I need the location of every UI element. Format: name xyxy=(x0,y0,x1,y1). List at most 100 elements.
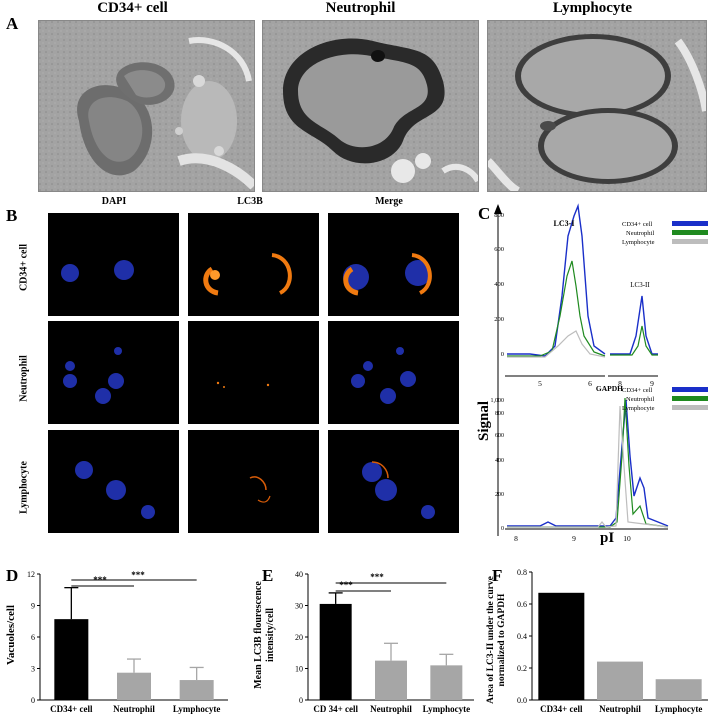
chart-f-bar-0 xyxy=(538,592,585,700)
chart-e-ytick-label-1: 10 xyxy=(295,665,303,674)
lc3-legend-cd34: CD34+ cell xyxy=(622,221,652,228)
gapdh-legend-cd34: CD34+ cell xyxy=(622,387,652,394)
fluor-dapi-neutrophil xyxy=(48,321,179,424)
gapdh-ytick-1000: 1,000 xyxy=(491,398,505,404)
row-label-cd34: CD34+ cell xyxy=(18,243,30,292)
chart-f-ytick-label-4: 0.8 xyxy=(517,568,527,577)
chart-d-sig-2: *** xyxy=(131,570,145,580)
lc3-trace-cd34 xyxy=(507,203,606,357)
chart-e-ylabel-2: intensity/cell xyxy=(265,608,276,662)
chart-e-category-label-1: Neutrophil xyxy=(370,704,412,714)
chart-d-ytick-label-0: 0 xyxy=(31,696,35,705)
chart-e-sig-2: *** xyxy=(370,572,384,582)
chart-f-ytick-label-1: 0.2 xyxy=(517,664,527,673)
chart-e-ytick-label-3: 30 xyxy=(295,602,303,611)
chart-e-bar-0 xyxy=(319,603,352,700)
fluor-dapi-cd34 xyxy=(48,213,179,316)
lc3-i-peak-label: LC3-I xyxy=(554,219,575,228)
gapdh-legend-swatch-lymphocyte xyxy=(672,405,708,410)
pi-axis-label: pI xyxy=(600,530,615,546)
gapdh-xtick-9: 9 xyxy=(572,534,576,541)
fluor-merge-neutrophil xyxy=(328,321,459,424)
fluor-lc3b-cd34 xyxy=(188,213,319,316)
lc3ii-trace-cd34 xyxy=(610,295,658,355)
chart-e-category-label-2: Lymphocyte xyxy=(423,704,471,714)
panel-letter-d: D xyxy=(6,566,19,585)
panel-letter-f: F xyxy=(492,566,503,585)
chart-e-sig-1: *** xyxy=(339,580,353,590)
lc3-legend-swatch-lymphocyte xyxy=(672,239,708,244)
bar-chart-lc3ii-area: Area of LC3-II under the curve normalize… xyxy=(486,568,708,714)
chart-f-ytick-label-2: 0.4 xyxy=(517,632,527,641)
chart-f-ytick-label-3: 0.6 xyxy=(517,600,527,609)
gapdh-ytick-0: 0 xyxy=(501,526,504,532)
em-title-cd34: CD34+ cell xyxy=(97,0,168,16)
lc3-ytick-0: 0 xyxy=(501,351,504,358)
fluor-lc3b-neutrophil xyxy=(188,321,319,424)
lc3-trace-neutrophil xyxy=(507,260,606,357)
chart-d-ytick-label-2: 6 xyxy=(31,633,35,642)
chart-d-bar-2 xyxy=(179,680,214,700)
row-label-neutrophil: Neutrophil xyxy=(18,355,30,402)
em-image-lymphocyte-drawing xyxy=(488,21,706,191)
signal-axis-arrowhead xyxy=(494,204,502,214)
lc3-legend-swatch-neutrophil xyxy=(672,230,708,235)
lc3-ytick-400: 400 xyxy=(494,281,504,288)
lc3-xtick-9: 9 xyxy=(650,379,654,388)
fluor-lc3b-lymphocyte xyxy=(188,430,319,533)
gapdh-ytick-800: 800 xyxy=(495,411,504,417)
chart-f-category-label-1: Neutrophil xyxy=(599,704,641,714)
panel-letter-c: C xyxy=(478,204,491,223)
chart-d-category-label-1: Neutrophil xyxy=(113,704,155,714)
lc3ii-trace-neutrophil xyxy=(610,325,658,356)
lc3-xtick-8: 8 xyxy=(618,379,622,388)
gapdh-legend: CD34+ cell Neutrophil Lymphocyte xyxy=(622,387,708,412)
em-image-lymphocyte xyxy=(487,20,707,192)
gapdh-trace-lymphocyte xyxy=(507,405,669,528)
lc3-xtick-6: 6 xyxy=(588,379,592,388)
gapdh-peak-label: GAPDH xyxy=(596,384,623,393)
gapdh-legend-swatch-neutrophil xyxy=(672,396,708,401)
em-image-cd34-drawing xyxy=(39,21,254,191)
lc3-xtick-5: 5 xyxy=(538,379,542,388)
em-image-neutrophil-drawing xyxy=(263,21,478,191)
gapdh-xtick-8: 8 xyxy=(514,534,518,541)
lc3-legend-lymphocyte: Lymphocyte xyxy=(622,239,655,246)
panel-letter-a: A xyxy=(6,14,19,33)
lc3-ytick-200: 200 xyxy=(494,316,504,323)
fluor-merge-cd34 xyxy=(328,213,459,316)
gapdh-legend-neutrophil: Neutrophil xyxy=(626,396,654,403)
chart-e-bar-1 xyxy=(375,660,407,700)
panel-letter-e: E xyxy=(262,566,274,585)
gapdh-ytick-400: 400 xyxy=(495,458,504,464)
lc3-ii-peak-label: LC3-II xyxy=(630,281,650,289)
chart-e-ylabel-1: Mean LC3B flourescence xyxy=(253,581,264,689)
chart-d-bar-1 xyxy=(117,672,151,700)
em-title-lymphocyte: Lymphocyte xyxy=(552,0,633,16)
chart-f-category-label-2: Lymphocyte xyxy=(655,704,703,714)
gapdh-trace-cd34 xyxy=(507,399,669,527)
chart-f-ylabel-1: Area of LC3-II under the curve xyxy=(486,576,496,704)
em-image-cd34 xyxy=(38,20,255,192)
bar-chart-lc3b-intensity: Mean LC3B flourescence intensity/cell **… xyxy=(253,570,474,714)
chart-e-ytick-label-0: 0 xyxy=(299,696,303,705)
fluor-dapi-lymphocyte xyxy=(48,430,179,533)
chart-d-ytick-label-4: 12 xyxy=(27,570,35,579)
chart-f-ytick-label-0: 0.0 xyxy=(517,696,527,705)
col-label-merge: Merge xyxy=(375,196,403,207)
lc3-legend: CD34+ cell Neutrophil Lymphocyte xyxy=(622,221,708,246)
fluor-merge-lymphocyte xyxy=(328,430,459,533)
em-image-neutrophil xyxy=(262,20,479,192)
chart-d-ytick-label-3: 9 xyxy=(31,602,35,611)
gapdh-ytick-200: 200 xyxy=(495,492,504,498)
gapdh-legend-swatch-cd34 xyxy=(672,387,708,392)
signal-axis-label: Signal xyxy=(476,401,492,441)
gapdh-legend-lymphocyte: Lymphocyte xyxy=(622,405,655,412)
col-label-lc3b: LC3B xyxy=(237,196,263,207)
chart-d-ylabel: Vacuoles/cell xyxy=(5,605,17,665)
gapdh-electropherogram: 0 200 400 600 800 1,000 8 9 10 GAPDH CD3… xyxy=(491,384,708,541)
chart-d-ytick-label-1: 3 xyxy=(31,665,35,674)
chart-e-ytick-label-4: 40 xyxy=(295,570,303,579)
capillary-electrophoresis-chart: Signal 0 200 400 600 800 5 6 8 9 LC3-I L… xyxy=(476,203,708,541)
gapdh-ytick-600: 600 xyxy=(495,433,504,439)
